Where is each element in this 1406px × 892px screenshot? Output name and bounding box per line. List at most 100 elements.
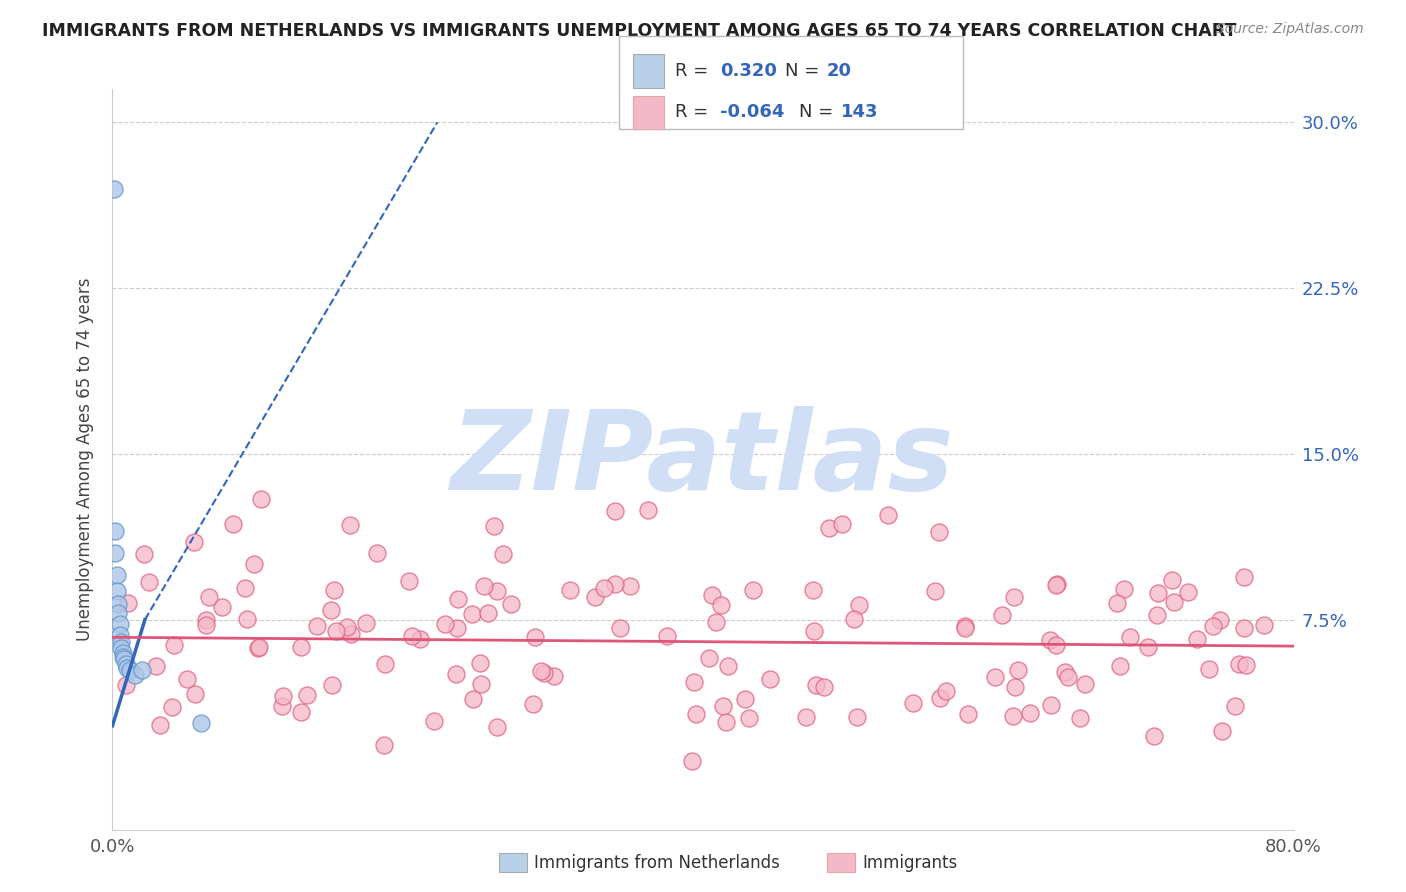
Text: N =: N = xyxy=(799,103,838,121)
Point xyxy=(1227,657,1250,671)
Point xyxy=(112,652,135,666)
Point xyxy=(637,503,659,517)
Text: Source: ZipAtlas.com: Source: ZipAtlas.com xyxy=(1216,22,1364,37)
Point xyxy=(131,664,153,678)
Point xyxy=(111,646,134,660)
Point xyxy=(1045,638,1067,652)
Point xyxy=(560,582,582,597)
Point xyxy=(110,641,132,656)
Point xyxy=(1198,662,1220,676)
Text: 0.320: 0.320 xyxy=(720,62,776,80)
Text: -0.064: -0.064 xyxy=(720,103,785,121)
Point xyxy=(115,678,138,692)
Point xyxy=(1253,618,1275,632)
Point xyxy=(924,584,946,599)
Point xyxy=(1146,607,1168,622)
Point xyxy=(524,631,547,645)
Point xyxy=(1211,724,1233,739)
Point xyxy=(270,699,292,714)
Point xyxy=(1119,630,1142,644)
Point xyxy=(1160,573,1182,587)
Point xyxy=(803,624,825,639)
Point xyxy=(398,574,420,588)
Point xyxy=(1002,708,1025,723)
Point xyxy=(522,698,544,712)
Point xyxy=(1004,680,1026,694)
Point xyxy=(104,546,127,560)
Text: IMMIGRANTS FROM NETHERLANDS VS IMMIGRANTS UNEMPLOYMENT AMONG AGES 65 TO 74 YEARS: IMMIGRANTS FROM NETHERLANDS VS IMMIGRANT… xyxy=(42,22,1236,40)
Point xyxy=(190,716,212,731)
Point xyxy=(434,616,457,631)
Point xyxy=(295,688,318,702)
Point xyxy=(1053,665,1076,680)
Point xyxy=(1107,596,1129,610)
Point xyxy=(813,680,835,694)
Point xyxy=(1233,570,1256,584)
Point xyxy=(236,612,259,626)
Text: 143: 143 xyxy=(841,103,879,121)
Point xyxy=(243,557,266,571)
Point xyxy=(107,597,129,611)
Point xyxy=(340,627,363,641)
Point xyxy=(704,615,727,629)
Point xyxy=(107,606,129,620)
Point xyxy=(472,579,495,593)
Point xyxy=(1069,711,1091,725)
Point xyxy=(935,684,957,698)
Point xyxy=(603,504,626,518)
Point xyxy=(366,546,388,560)
Point xyxy=(738,711,761,725)
Point xyxy=(1163,595,1185,609)
Point xyxy=(717,659,740,673)
Y-axis label: Unemployment Among Ages 65 to 74 years: Unemployment Among Ages 65 to 74 years xyxy=(76,277,94,641)
Point xyxy=(114,657,136,671)
Point xyxy=(953,618,976,632)
Point xyxy=(1109,659,1132,673)
Point xyxy=(124,668,146,682)
Point xyxy=(700,587,723,601)
Point xyxy=(1208,613,1230,627)
Point xyxy=(162,700,184,714)
Point xyxy=(742,583,765,598)
Point xyxy=(108,628,131,642)
Point xyxy=(818,521,841,535)
Point xyxy=(1187,632,1209,646)
Point xyxy=(247,641,270,656)
Point xyxy=(290,705,312,719)
Point xyxy=(233,581,256,595)
Point xyxy=(714,714,737,729)
Point xyxy=(145,659,167,673)
Text: N =: N = xyxy=(785,62,824,80)
Point xyxy=(373,738,395,752)
Point xyxy=(901,696,924,710)
Point xyxy=(609,621,631,635)
Point xyxy=(1232,621,1254,635)
Point xyxy=(806,678,828,692)
Point xyxy=(117,596,139,610)
Text: R =: R = xyxy=(675,103,714,121)
Point xyxy=(222,517,245,532)
Point xyxy=(194,617,217,632)
Point xyxy=(759,672,782,686)
Point xyxy=(533,665,555,680)
Point xyxy=(110,634,132,648)
Point xyxy=(685,706,707,721)
Text: Immigrants: Immigrants xyxy=(862,854,957,871)
Point xyxy=(585,590,607,604)
Point xyxy=(697,650,720,665)
Point xyxy=(530,664,553,678)
Point xyxy=(796,709,818,723)
Point xyxy=(105,568,128,582)
Point xyxy=(1046,577,1069,591)
Point xyxy=(842,612,865,626)
Point xyxy=(831,517,853,532)
Text: ZIPatlas: ZIPatlas xyxy=(451,406,955,513)
Point xyxy=(401,629,423,643)
Point xyxy=(319,602,342,616)
Point xyxy=(1038,633,1060,648)
Point xyxy=(1002,590,1025,604)
Point xyxy=(1040,698,1063,712)
Point xyxy=(198,590,221,604)
Point xyxy=(928,524,950,539)
Point xyxy=(195,613,218,627)
